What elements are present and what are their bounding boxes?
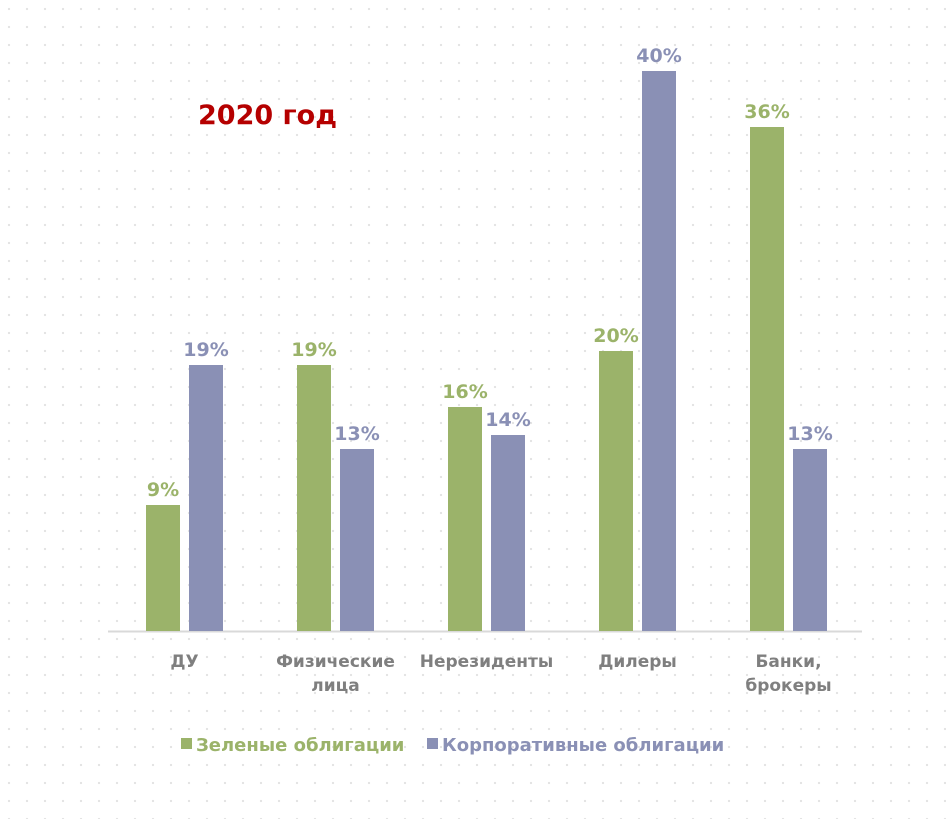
category-labels: ДУ Физические лица Нерезиденты Дилеры Банки, б… (170, 652, 831, 696)
category-label: брокеры (745, 676, 831, 696)
data-label: 20% (593, 325, 638, 347)
legend-label: Корпоративные облигации (442, 735, 724, 756)
bar-corporate-0 (189, 365, 223, 631)
bar-green-4 (750, 127, 784, 631)
data-label: 19% (183, 339, 228, 361)
data-label: 16% (442, 381, 487, 403)
data-label: 19% (291, 339, 336, 361)
category-label: ДУ (170, 652, 198, 672)
legend-swatch (181, 738, 192, 749)
data-label: 40% (636, 45, 681, 67)
bar-corporate-3 (642, 71, 676, 631)
data-label: 9% (147, 479, 179, 501)
bar-green-2 (448, 407, 482, 631)
bar-green-1 (297, 365, 331, 631)
legend-label: Зеленые облигации (196, 735, 404, 756)
bar-corporate-2 (491, 435, 525, 631)
category-label: Нерезиденты (420, 652, 553, 672)
data-labels: 9% 19% 19% 13% 16% 14% 20% 40% 36% 13% (147, 45, 833, 501)
data-label: 36% (744, 101, 789, 123)
category-label: лица (311, 676, 359, 696)
bar-green-0 (146, 505, 180, 631)
category-label: Физические (276, 652, 395, 672)
data-label: 13% (787, 423, 832, 445)
category-label: Банки, (755, 652, 821, 672)
data-label: 14% (485, 409, 530, 431)
legend-swatch (427, 738, 438, 749)
legend: Зеленые облигации Корпоративные облигации (181, 735, 724, 756)
bar-green-3 (599, 351, 633, 631)
data-label: 13% (334, 423, 379, 445)
bar-corporate-4 (793, 449, 827, 631)
bars (146, 71, 827, 631)
chart-title: 2020 год (198, 100, 337, 131)
bar-corporate-1 (340, 449, 374, 631)
category-label: Дилеры (598, 652, 677, 672)
